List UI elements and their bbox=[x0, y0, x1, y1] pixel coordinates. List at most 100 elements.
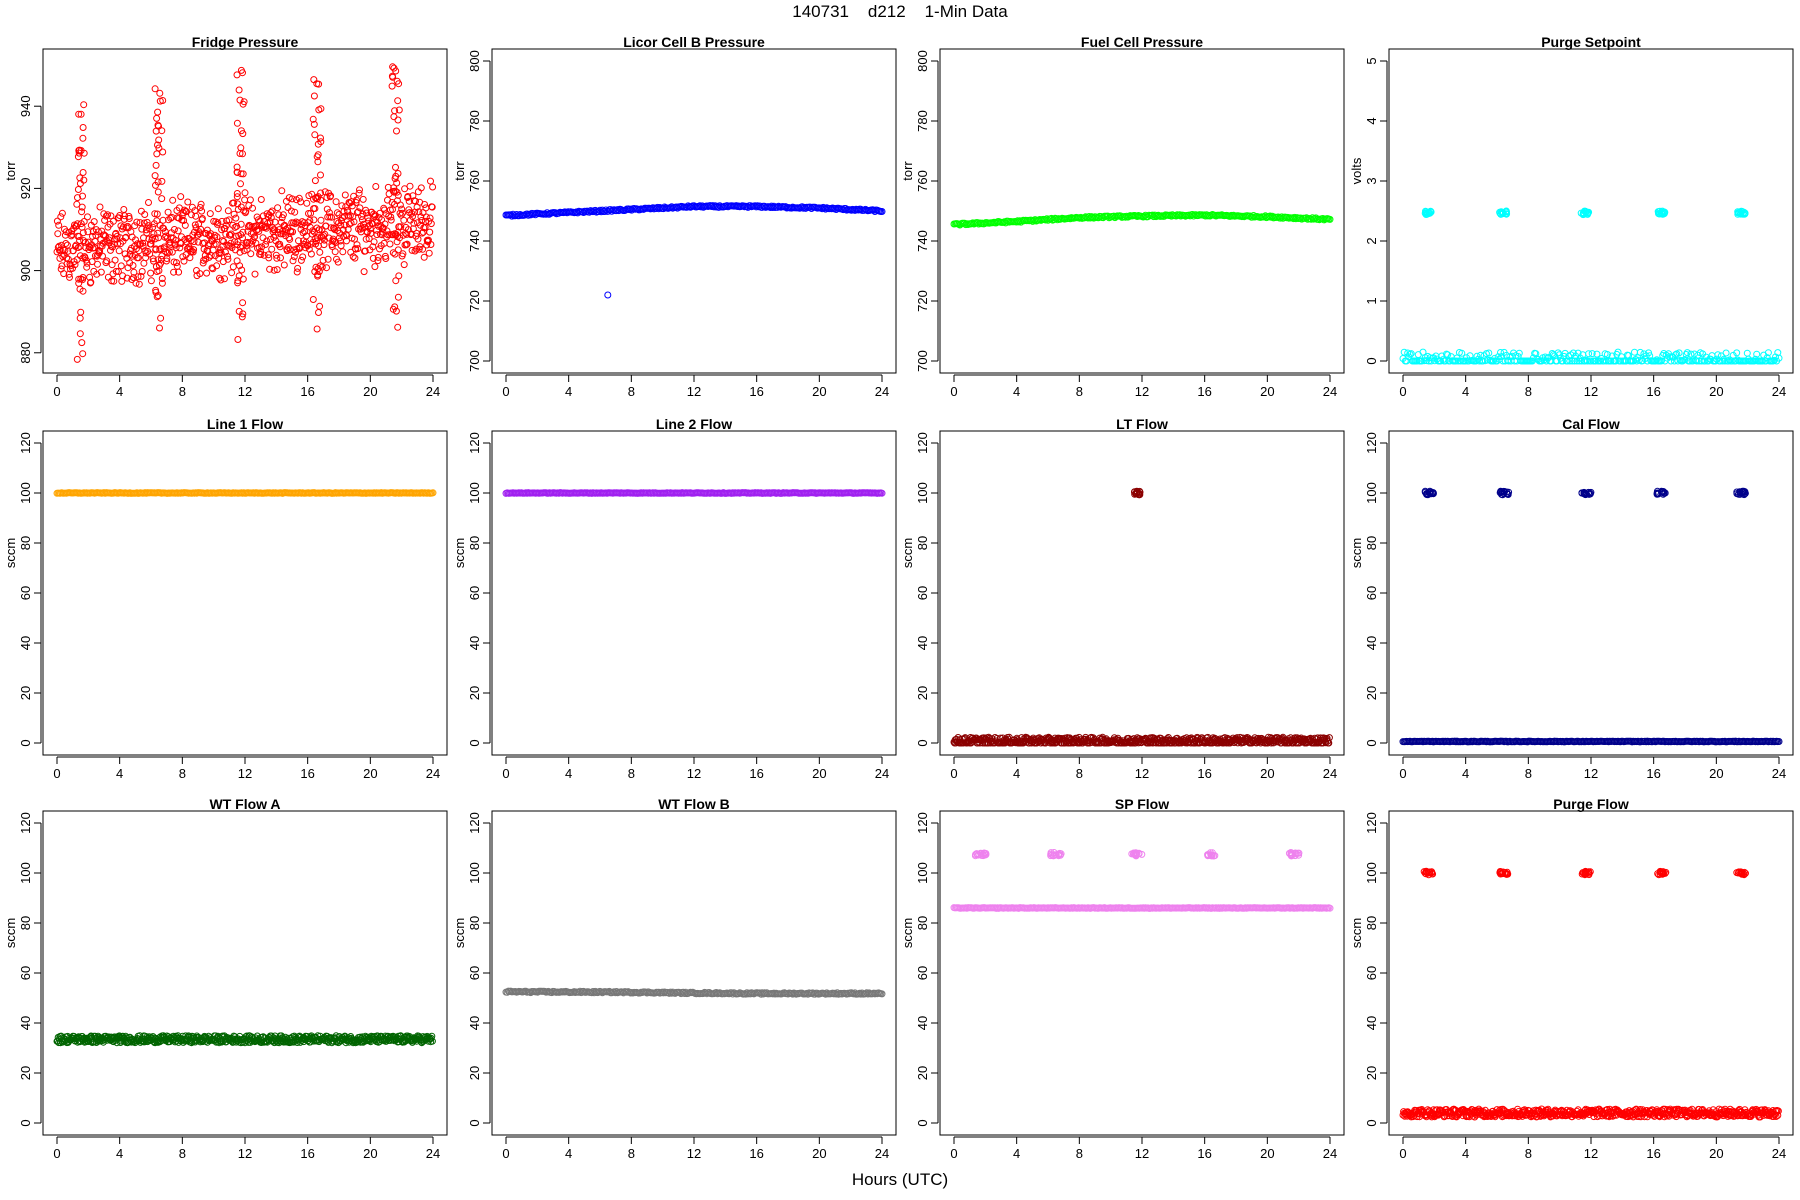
y-tick-label: 740 bbox=[915, 230, 930, 252]
x-tick-label: 16 bbox=[300, 384, 314, 399]
data-point bbox=[419, 245, 427, 253]
data-point bbox=[420, 253, 428, 261]
data-point bbox=[154, 188, 162, 196]
data-point bbox=[1592, 357, 1600, 365]
data-point bbox=[310, 120, 318, 128]
x-tick-label: 20 bbox=[812, 766, 826, 781]
data-point bbox=[234, 279, 242, 287]
data-point bbox=[1722, 349, 1730, 357]
data-point bbox=[267, 209, 275, 216]
x-tick-label: 16 bbox=[300, 1146, 314, 1161]
data-point bbox=[174, 227, 182, 235]
data-point bbox=[376, 245, 383, 253]
data-point bbox=[239, 299, 247, 307]
data-point bbox=[133, 218, 141, 226]
data-point bbox=[286, 235, 294, 243]
y-axis-label: torr bbox=[900, 161, 915, 181]
x-tick-label: 0 bbox=[53, 766, 60, 781]
data-point bbox=[155, 136, 163, 144]
data-point bbox=[232, 214, 240, 222]
data-point bbox=[54, 230, 62, 238]
data-point bbox=[137, 207, 145, 215]
data-point bbox=[333, 218, 341, 225]
data-point bbox=[212, 240, 220, 248]
data-point bbox=[190, 238, 198, 246]
data-point bbox=[79, 350, 87, 358]
data-point bbox=[129, 262, 137, 269]
data-point bbox=[317, 216, 325, 224]
data-point bbox=[267, 214, 275, 221]
data-point bbox=[111, 256, 119, 264]
data-point bbox=[1743, 349, 1751, 357]
data-point bbox=[341, 221, 349, 229]
data-point bbox=[387, 213, 395, 221]
data-point bbox=[304, 242, 312, 250]
data-point bbox=[374, 253, 382, 261]
y-tick-label: 2 bbox=[1364, 237, 1379, 244]
data-point bbox=[74, 186, 82, 193]
data-point bbox=[74, 194, 81, 202]
data-point bbox=[139, 242, 147, 250]
data-point bbox=[175, 268, 183, 276]
data-point bbox=[265, 254, 273, 262]
data-point bbox=[157, 314, 165, 322]
data-point bbox=[394, 293, 402, 301]
y-tick-label: 20 bbox=[1364, 686, 1379, 700]
data-point bbox=[403, 230, 411, 238]
data-point bbox=[241, 189, 249, 197]
x-tick-label: 20 bbox=[363, 1146, 377, 1161]
data-point bbox=[255, 227, 263, 235]
data-point bbox=[224, 255, 232, 263]
data-point bbox=[137, 272, 145, 280]
data-point bbox=[1425, 208, 1433, 216]
data-point bbox=[268, 207, 276, 215]
data-point bbox=[180, 257, 188, 265]
y-tick-label: 700 bbox=[467, 350, 482, 372]
data-point bbox=[173, 262, 181, 270]
data-point bbox=[1413, 357, 1421, 365]
data-point bbox=[359, 195, 367, 203]
data-point bbox=[81, 238, 89, 246]
x-tick-label: 8 bbox=[628, 766, 635, 781]
data-point bbox=[351, 235, 358, 243]
data-point bbox=[398, 205, 406, 213]
data-point bbox=[184, 198, 192, 206]
data-point bbox=[211, 231, 219, 239]
data-point bbox=[327, 192, 335, 200]
data-point bbox=[273, 266, 281, 274]
data-point bbox=[107, 246, 114, 254]
data-point bbox=[100, 231, 108, 239]
data-point bbox=[1588, 350, 1596, 358]
data-point bbox=[394, 116, 402, 124]
x-tick-label: 12 bbox=[1584, 766, 1598, 781]
data-point bbox=[386, 240, 394, 248]
y-tick-label: 780 bbox=[915, 110, 930, 132]
data-point bbox=[251, 270, 259, 278]
x-tick-label: 12 bbox=[1584, 384, 1598, 399]
x-tick-label: 8 bbox=[1525, 384, 1532, 399]
data-point bbox=[77, 308, 85, 316]
data-point bbox=[1564, 357, 1571, 365]
data-point bbox=[157, 259, 165, 267]
data-point bbox=[237, 180, 244, 188]
x-tick-label: 20 bbox=[812, 384, 826, 399]
data-point bbox=[1614, 348, 1622, 356]
data-point bbox=[53, 217, 61, 225]
data-point bbox=[152, 161, 160, 169]
data-point bbox=[314, 272, 322, 280]
data-point bbox=[58, 209, 66, 217]
data-point bbox=[153, 114, 161, 122]
data-point bbox=[1716, 357, 1724, 365]
y-tick-label: 800 bbox=[915, 50, 930, 72]
data-point bbox=[1675, 349, 1683, 357]
y-axis-label: volts bbox=[1349, 157, 1364, 184]
data-point bbox=[331, 248, 339, 256]
data-point bbox=[87, 278, 95, 286]
data-point bbox=[202, 255, 210, 263]
data-point bbox=[268, 245, 276, 253]
data-point bbox=[154, 108, 162, 116]
y-tick-label: 920 bbox=[18, 178, 33, 200]
data-point bbox=[316, 248, 324, 256]
data-point bbox=[103, 257, 111, 265]
data-point bbox=[230, 199, 238, 207]
